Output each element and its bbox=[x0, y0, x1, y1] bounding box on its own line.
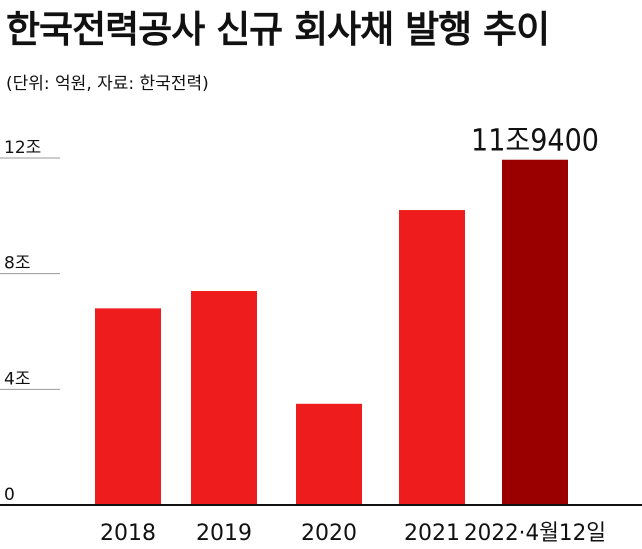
y-tick-label-0: 0 bbox=[4, 485, 15, 505]
x-tick-label-3: 2021 bbox=[404, 521, 460, 546]
bar-2019 bbox=[191, 291, 257, 505]
y-tick-label-1: 4조 bbox=[4, 369, 30, 389]
data-label-0: 11조9400 bbox=[471, 124, 599, 159]
x-tick-label-4: 2022·4월12일 bbox=[464, 521, 606, 546]
bar-2021 bbox=[399, 210, 465, 506]
labels: 2018 2019 2020 2021 2022·4월12일 11조9400 bbox=[100, 124, 606, 546]
chart-title: 한국전력공사 신규 회사채 발행 추이 bbox=[6, 8, 550, 51]
x-tick-label-1: 2019 bbox=[196, 521, 252, 546]
bar-2020 bbox=[296, 403, 362, 505]
y-axis: 0 4조 8조 12조 bbox=[0, 138, 60, 505]
chart-subtitle: (단위: 억원, 자료: 한국전력) bbox=[6, 74, 209, 94]
x-tick-label-0: 2018 bbox=[100, 521, 156, 546]
bars bbox=[95, 159, 568, 506]
bar-2018 bbox=[95, 308, 161, 505]
bar-2022·4월12일 bbox=[502, 159, 568, 506]
y-tick-label-3: 12조 bbox=[4, 138, 41, 158]
y-tick-label-2: 8조 bbox=[4, 254, 30, 274]
x-tick-label-2: 2020 bbox=[301, 521, 357, 546]
